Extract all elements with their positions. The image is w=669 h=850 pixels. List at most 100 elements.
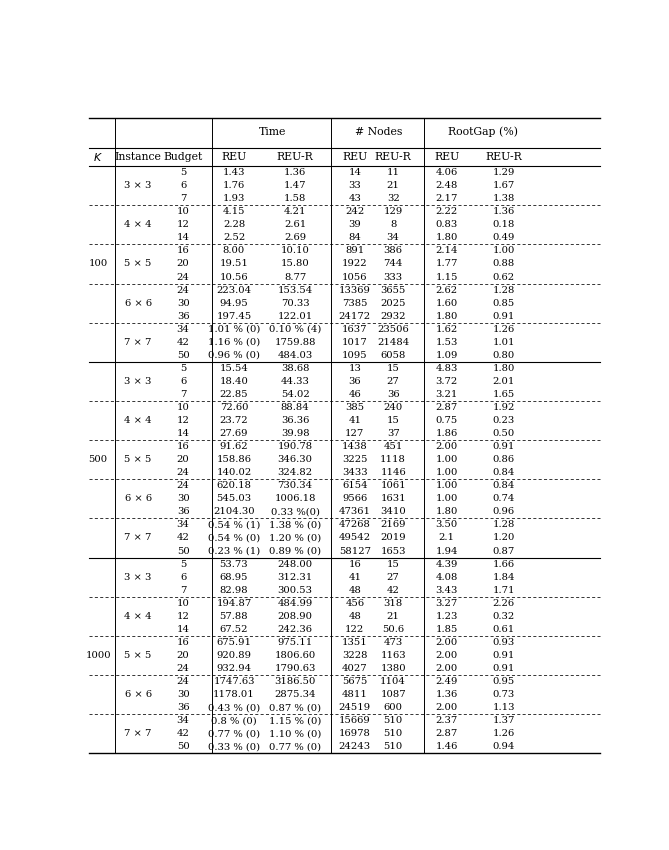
Text: 5: 5 xyxy=(180,168,187,177)
Text: 50: 50 xyxy=(177,547,189,556)
Text: 36.36: 36.36 xyxy=(281,416,309,425)
Text: 1.26: 1.26 xyxy=(492,325,514,334)
Text: 1.26: 1.26 xyxy=(492,729,514,738)
Text: 36: 36 xyxy=(387,390,399,399)
Text: 16: 16 xyxy=(177,246,189,256)
Text: 6058: 6058 xyxy=(381,351,406,360)
Text: 1.15 % (0): 1.15 % (0) xyxy=(269,716,321,725)
Text: 50: 50 xyxy=(177,742,189,751)
Text: REU: REU xyxy=(221,152,247,162)
Text: RootGap (%): RootGap (%) xyxy=(448,127,518,137)
Text: 0.10 % (4): 0.10 % (4) xyxy=(269,325,321,334)
Text: 2.00: 2.00 xyxy=(436,638,458,647)
Text: 9566: 9566 xyxy=(342,495,367,503)
Text: 1.36: 1.36 xyxy=(284,168,306,177)
Text: 34: 34 xyxy=(177,325,189,334)
Text: 27: 27 xyxy=(387,377,399,386)
Text: 2.00: 2.00 xyxy=(436,651,458,660)
Text: 4.83: 4.83 xyxy=(436,364,458,373)
Text: 510: 510 xyxy=(383,729,403,738)
Text: 1.43: 1.43 xyxy=(223,168,246,177)
Text: 451: 451 xyxy=(383,442,403,451)
Text: 0.50: 0.50 xyxy=(492,429,514,438)
Text: 0.94: 0.94 xyxy=(492,742,514,751)
Text: 14: 14 xyxy=(349,168,361,177)
Text: 4 × 4: 4 × 4 xyxy=(124,612,152,620)
Text: 1.10 % (0): 1.10 % (0) xyxy=(269,729,321,738)
Text: $K$: $K$ xyxy=(93,151,103,163)
Text: 68.95: 68.95 xyxy=(219,573,248,581)
Text: 2.87: 2.87 xyxy=(436,729,458,738)
Text: 43: 43 xyxy=(349,195,361,203)
Text: 122.01: 122.01 xyxy=(278,312,313,320)
Text: 24: 24 xyxy=(177,481,189,490)
Text: 324.82: 324.82 xyxy=(278,468,312,477)
Text: 346.30: 346.30 xyxy=(278,456,312,464)
Text: 27: 27 xyxy=(387,573,399,581)
Text: 0.32: 0.32 xyxy=(492,612,514,620)
Text: 8.00: 8.00 xyxy=(223,246,245,256)
Text: 0.91: 0.91 xyxy=(492,664,514,673)
Text: 3 × 3: 3 × 3 xyxy=(124,573,152,581)
Text: 473: 473 xyxy=(383,638,403,647)
Text: 2.62: 2.62 xyxy=(436,286,458,295)
Text: 33: 33 xyxy=(349,181,361,190)
Text: 0.54 % (0): 0.54 % (0) xyxy=(208,534,260,542)
Text: 42: 42 xyxy=(177,534,189,542)
Text: 5: 5 xyxy=(180,364,187,373)
Text: 49542: 49542 xyxy=(339,534,371,542)
Text: 1104: 1104 xyxy=(380,677,406,686)
Text: 47268: 47268 xyxy=(339,520,371,530)
Text: 1.53: 1.53 xyxy=(436,337,458,347)
Text: 2.00: 2.00 xyxy=(436,703,458,712)
Text: 23.72: 23.72 xyxy=(219,416,248,425)
Text: 4811: 4811 xyxy=(342,690,368,699)
Text: 0.23: 0.23 xyxy=(492,416,514,425)
Text: 6 × 6: 6 × 6 xyxy=(124,690,152,699)
Text: 2025: 2025 xyxy=(381,298,406,308)
Text: 484.99: 484.99 xyxy=(278,598,313,608)
Text: 1087: 1087 xyxy=(381,690,406,699)
Text: 100: 100 xyxy=(88,259,108,269)
Text: 2.26: 2.26 xyxy=(492,598,514,608)
Text: 58127: 58127 xyxy=(339,547,371,556)
Text: 3.43: 3.43 xyxy=(436,586,458,595)
Text: Time: Time xyxy=(259,127,286,137)
Text: 153.54: 153.54 xyxy=(278,286,313,295)
Text: 248.00: 248.00 xyxy=(278,559,312,569)
Text: 23506: 23506 xyxy=(377,325,409,334)
Text: 0.43 % (0): 0.43 % (0) xyxy=(208,703,260,712)
Text: REU: REU xyxy=(342,152,367,162)
Text: 36: 36 xyxy=(177,703,189,712)
Text: 34: 34 xyxy=(387,234,399,242)
Text: 42: 42 xyxy=(177,337,189,347)
Text: 1178.01: 1178.01 xyxy=(213,690,255,699)
Text: Budget: Budget xyxy=(163,152,203,162)
Text: 10: 10 xyxy=(177,207,189,216)
Text: 10.10: 10.10 xyxy=(281,246,310,256)
Text: 1759.88: 1759.88 xyxy=(274,337,316,347)
Text: 1.00: 1.00 xyxy=(436,468,458,477)
Text: 1.92: 1.92 xyxy=(492,403,514,412)
Text: 7: 7 xyxy=(180,195,187,203)
Text: 300.53: 300.53 xyxy=(278,586,312,595)
Text: 15: 15 xyxy=(387,416,399,425)
Text: 1.01 % (0): 1.01 % (0) xyxy=(208,325,260,334)
Text: 12: 12 xyxy=(177,612,189,620)
Text: 1.77: 1.77 xyxy=(436,259,458,269)
Text: 19.51: 19.51 xyxy=(219,259,248,269)
Text: 21: 21 xyxy=(387,612,399,620)
Text: 2.00: 2.00 xyxy=(436,442,458,451)
Text: 0.85: 0.85 xyxy=(492,298,514,308)
Text: 41: 41 xyxy=(349,573,361,581)
Text: 1790.63: 1790.63 xyxy=(274,664,316,673)
Text: 2.22: 2.22 xyxy=(436,207,458,216)
Text: 2.49: 2.49 xyxy=(436,677,458,686)
Text: 20: 20 xyxy=(177,259,189,269)
Text: 39: 39 xyxy=(349,220,361,230)
Text: 44.33: 44.33 xyxy=(281,377,310,386)
Text: 2.1: 2.1 xyxy=(439,534,454,542)
Text: 2019: 2019 xyxy=(381,534,406,542)
Text: 920.89: 920.89 xyxy=(217,651,252,660)
Text: 37: 37 xyxy=(387,429,399,438)
